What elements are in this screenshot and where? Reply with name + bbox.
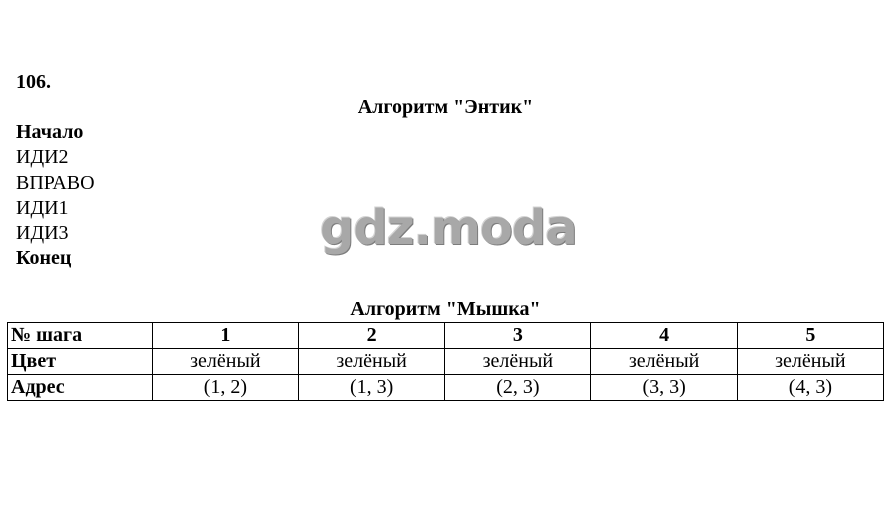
table-cell: 2: [297, 322, 446, 349]
row-label: Цвет: [7, 348, 153, 375]
table-cell: зелёный: [736, 348, 885, 375]
table-cell: 1: [151, 322, 299, 349]
program-line: Конец: [16, 247, 72, 270]
table-title: Алгоритм "Мышка": [350, 298, 541, 320]
task-number: 106.: [16, 71, 51, 93]
table-cell: 4: [590, 322, 738, 349]
table-cell: (4, 3): [736, 374, 885, 401]
program-line: ИДИ2: [16, 146, 69, 169]
algorithm-program: Начало ИДИ2 ВПРАВО ИДИ1 ИДИ3 Конец: [16, 120, 95, 272]
program-line: Начало: [16, 121, 84, 143]
table-cell: 5: [736, 322, 885, 349]
watermark-logo: gdz.moda: [320, 200, 578, 256]
table-row: № шага 1 2 3 4 5: [7, 322, 885, 349]
table-cell: (2, 3): [444, 374, 592, 401]
table-cell: зелёный: [444, 348, 592, 375]
row-label: № шага: [7, 322, 153, 349]
table-row: Цвет зелёный зелёный зелёный зелёный зел…: [7, 348, 885, 375]
table-cell: (3, 3): [590, 374, 738, 401]
program-line: ИДИ1: [16, 196, 69, 219]
table-cell: зелёный: [297, 348, 446, 375]
steps-table: № шага 1 2 3 4 5 Цвет зелёный зелёный зе…: [7, 322, 885, 401]
table-cell: (1, 2): [151, 374, 299, 401]
algorithm-title: Алгоритм "Энтик": [357, 96, 534, 118]
program-line: ИДИ3: [16, 222, 69, 245]
table-cell: (1, 3): [297, 374, 446, 401]
table-cell: зелёный: [590, 348, 738, 375]
table-row: Адрес (1, 2) (1, 3) (2, 3) (3, 3) (4, 3): [7, 374, 885, 401]
table-cell: 3: [444, 322, 592, 349]
program-line: ВПРАВО: [16, 171, 95, 194]
row-label: Адрес: [7, 374, 153, 401]
table-cell: зелёный: [151, 348, 299, 375]
